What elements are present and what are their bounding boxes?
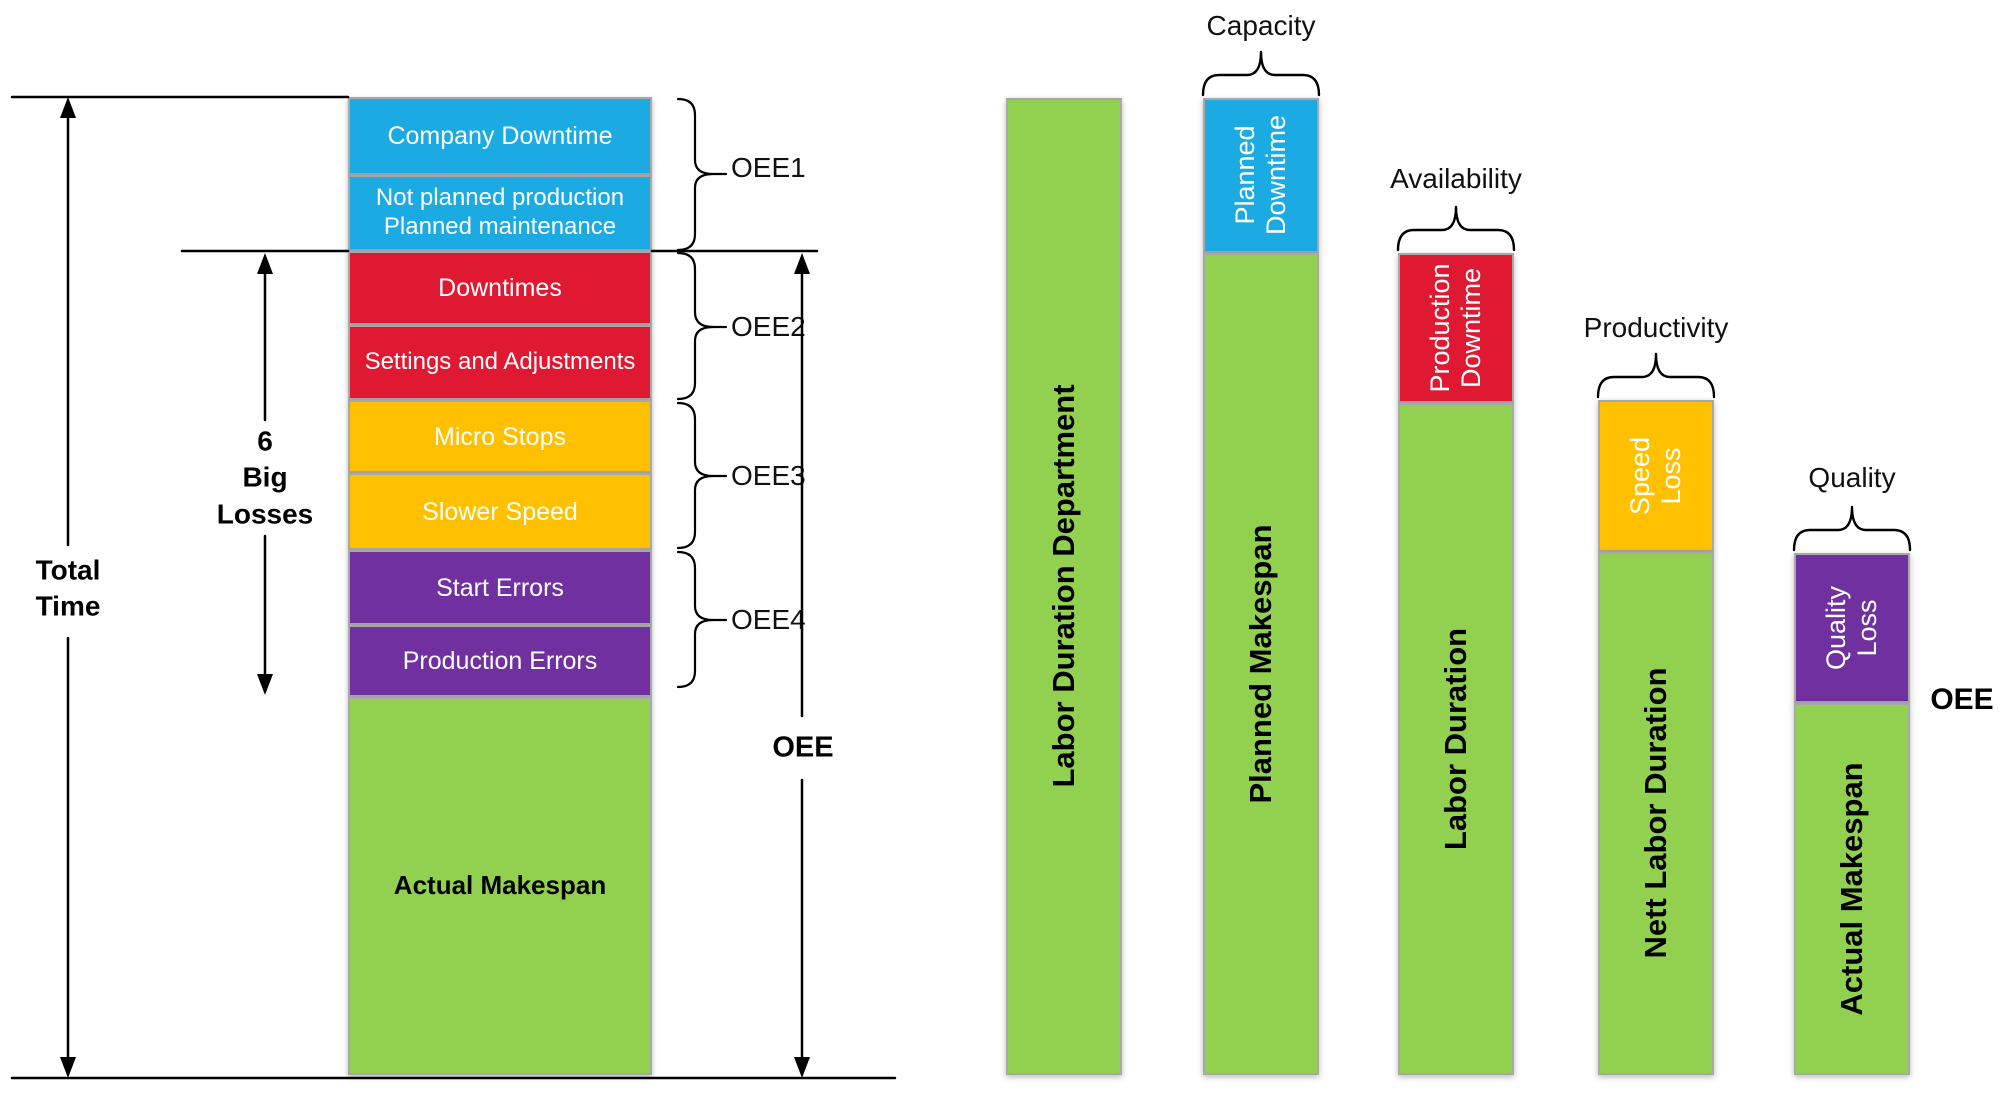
quality-label: Quality: [1808, 462, 1896, 493]
capacity-label: Capacity: [1206, 10, 1316, 41]
segment-production-errors: Production Errors: [348, 625, 652, 697]
speed-loss-cap-label: Speed Loss: [1624, 436, 1686, 516]
planned-downtime-cap-label: Planned Downtime: [1229, 114, 1291, 236]
bar-body: [1203, 253, 1319, 1075]
bracket-label-oee1: OEE1: [731, 152, 806, 183]
bar-body: [1598, 552, 1714, 1075]
planned-downtime-cap: [1203, 98, 1319, 253]
brace-quality: [1792, 505, 1912, 552]
segment-slower-speed: Slower Speed: [348, 473, 652, 550]
segment-not-planned-production: Not planned production Planned maintenan…: [348, 175, 652, 251]
quality-loss-cap: [1794, 553, 1910, 703]
brace-capacity: [1201, 50, 1321, 97]
big-losses-label: 6 Big Losses: [216, 425, 314, 530]
production-downtime-cap-label: Production Downtime: [1424, 263, 1486, 393]
production-downtime-cap: [1398, 253, 1514, 403]
brace-oee2: [676, 251, 715, 401]
brace-availability: [1396, 205, 1516, 252]
bar-label: Actual Makespan: [1834, 762, 1869, 1016]
segment-start-errors: Start Errors: [348, 550, 652, 625]
total-time-label: Total Time: [35, 554, 101, 622]
segment-actual-makespan: Actual Makespan: [348, 697, 652, 1075]
bar-body: [1398, 403, 1514, 1075]
brace-oee1: [676, 97, 728, 252]
bracket-label-oee4: OEE4: [731, 604, 806, 635]
quality-loss-cap-label: Quality Loss: [1820, 585, 1882, 671]
productivity-label: Productivity: [1583, 312, 1729, 343]
bracket-label-oee2: OEE2: [731, 311, 806, 342]
oee-braces: [676, 97, 728, 689]
oee-result-label: OEE: [1930, 683, 1994, 716]
bar-label: Planned Makespan: [1243, 524, 1278, 804]
bracket-label-oee3: OEE3: [731, 460, 806, 491]
bar-body: [1006, 98, 1122, 1075]
bar-label: Labor Duration Department: [1046, 384, 1081, 788]
oee-arrow-label: OEE: [772, 731, 834, 764]
segment-company-downtime: Company Downtime: [348, 97, 652, 175]
brace-oee4: [676, 550, 715, 689]
bar-label: Nett Labor Duration: [1638, 667, 1673, 959]
speed-loss-cap: [1598, 400, 1714, 552]
bar-label: Labor Duration: [1438, 627, 1473, 851]
bar-body: [1794, 703, 1910, 1075]
brace-oee3: [676, 401, 715, 550]
segment-downtimes: Downtimes: [348, 251, 652, 325]
oee-arrow: [794, 253, 810, 1078]
availability-label: Availability: [1390, 163, 1522, 194]
segment-micro-stops: Micro Stops: [348, 400, 652, 473]
segment-settings-adjustments: Settings and Adjustments: [348, 325, 652, 400]
brace-productivity: [1596, 352, 1716, 399]
